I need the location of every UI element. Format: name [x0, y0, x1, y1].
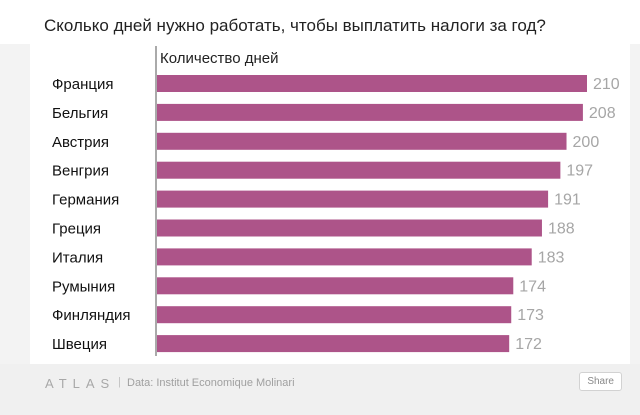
- bar: [157, 190, 549, 208]
- value-label: 173: [517, 307, 544, 324]
- data-source: Data: Institut Economique Molinari: [127, 377, 295, 389]
- category-label: Австрия: [52, 134, 109, 151]
- page-title: Сколько дней нужно работать, чтобы выпла…: [0, 0, 640, 44]
- bar: [157, 335, 510, 353]
- atlas-logo[interactable]: ATLAS: [45, 376, 116, 391]
- category-label: Бельгия: [52, 105, 108, 122]
- bar: [157, 277, 514, 295]
- footer: ATLAS | Data: Institut Economique Molina…: [0, 364, 640, 415]
- bar-chart: Количество дней 210 Франция 208 Бельгия 200 Ав…: [52, 46, 620, 356]
- series-label: Количество дней: [160, 50, 278, 67]
- category-label: Швеция: [52, 336, 107, 353]
- value-label: 174: [519, 278, 546, 295]
- value-label: 210: [593, 76, 620, 93]
- category-label: Италия: [52, 249, 103, 266]
- bar: [157, 219, 542, 237]
- category-label: Греция: [52, 221, 101, 238]
- chart-area: Количество дней 210 Франция 208 Бельгия 200 Ав…: [30, 44, 630, 364]
- bar: [157, 103, 583, 121]
- share-button[interactable]: Share: [579, 372, 622, 391]
- value-label: 200: [573, 134, 600, 151]
- value-label: 191: [554, 192, 581, 209]
- bar: [157, 161, 561, 179]
- bar: [157, 248, 532, 266]
- category-label: Франция: [52, 76, 113, 93]
- value-label: 197: [566, 163, 593, 180]
- footer-separator: |: [118, 376, 121, 388]
- category-label: Германия: [52, 192, 119, 209]
- category-label: Румыния: [52, 278, 115, 295]
- category-label: Финляндия: [52, 307, 130, 324]
- value-label: 188: [548, 221, 575, 238]
- value-label: 183: [538, 249, 565, 266]
- bar: [157, 75, 587, 92]
- bar: [157, 132, 567, 150]
- value-label: 172: [515, 336, 542, 353]
- category-label: Венгрия: [52, 163, 109, 180]
- bar: [157, 306, 512, 324]
- value-label: 208: [589, 105, 616, 122]
